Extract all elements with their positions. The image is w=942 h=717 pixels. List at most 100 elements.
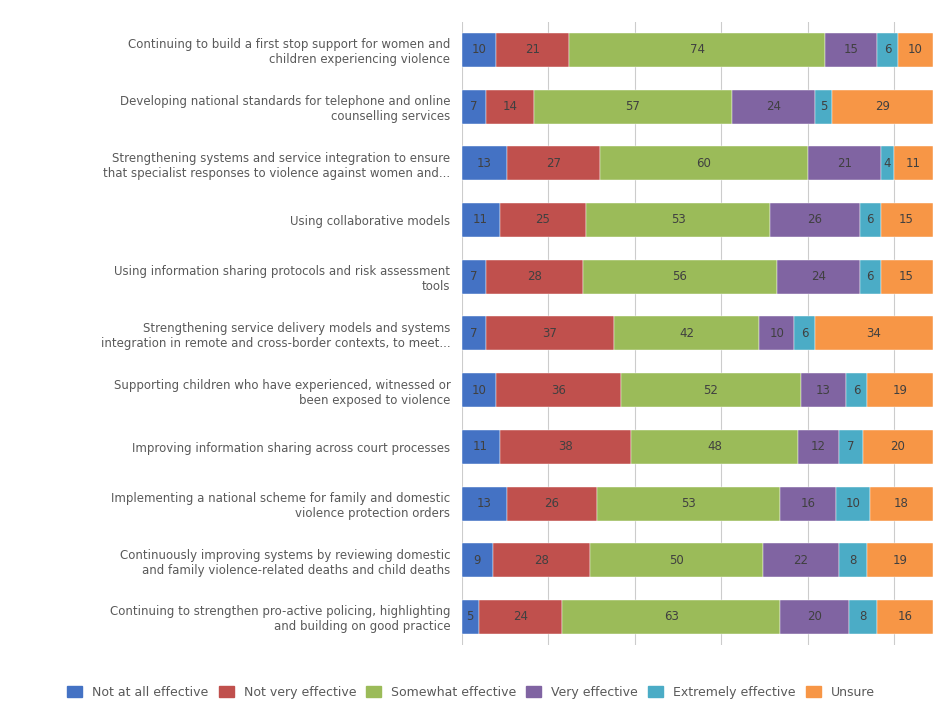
Bar bbox=[462, 260, 486, 294]
Bar bbox=[590, 543, 763, 577]
Text: 56: 56 bbox=[673, 270, 688, 283]
Bar bbox=[794, 316, 815, 351]
Bar bbox=[839, 543, 867, 577]
Bar bbox=[870, 487, 933, 521]
Bar bbox=[867, 543, 933, 577]
Text: 6: 6 bbox=[853, 384, 860, 397]
Text: 12: 12 bbox=[811, 440, 826, 453]
Text: 6: 6 bbox=[884, 43, 891, 57]
Bar bbox=[808, 146, 881, 180]
Text: 52: 52 bbox=[704, 384, 719, 397]
Bar bbox=[770, 203, 860, 237]
Text: 24: 24 bbox=[513, 610, 528, 624]
Text: 18: 18 bbox=[894, 497, 909, 510]
Bar bbox=[486, 316, 614, 351]
Bar bbox=[839, 429, 863, 464]
Text: 4: 4 bbox=[884, 157, 891, 170]
Bar bbox=[860, 203, 881, 237]
Text: 15: 15 bbox=[844, 43, 858, 57]
Text: 26: 26 bbox=[807, 214, 822, 227]
Text: 28: 28 bbox=[527, 270, 542, 283]
Text: 6: 6 bbox=[801, 327, 808, 340]
Text: 29: 29 bbox=[875, 100, 890, 113]
Text: 10: 10 bbox=[770, 327, 784, 340]
Bar bbox=[732, 90, 815, 123]
Text: 24: 24 bbox=[811, 270, 826, 283]
Bar bbox=[462, 33, 496, 67]
Text: 48: 48 bbox=[706, 440, 722, 453]
Text: 50: 50 bbox=[669, 554, 684, 566]
Text: 5: 5 bbox=[820, 100, 827, 113]
Text: 15: 15 bbox=[900, 214, 914, 227]
Text: 6: 6 bbox=[867, 214, 874, 227]
Bar bbox=[486, 90, 534, 123]
Bar bbox=[462, 146, 507, 180]
Text: 13: 13 bbox=[477, 157, 492, 170]
Bar bbox=[486, 260, 583, 294]
Text: 36: 36 bbox=[551, 384, 566, 397]
Bar bbox=[583, 260, 777, 294]
Text: 28: 28 bbox=[534, 554, 548, 566]
Bar bbox=[780, 487, 836, 521]
Bar bbox=[596, 487, 780, 521]
Bar bbox=[780, 600, 850, 634]
Text: 11: 11 bbox=[473, 214, 488, 227]
Bar bbox=[832, 90, 933, 123]
Bar bbox=[815, 316, 933, 351]
Bar bbox=[499, 203, 586, 237]
Bar bbox=[600, 146, 808, 180]
Bar bbox=[801, 373, 846, 407]
Bar bbox=[462, 600, 479, 634]
Bar bbox=[621, 373, 801, 407]
Bar bbox=[507, 146, 600, 180]
Bar bbox=[877, 600, 933, 634]
Text: 22: 22 bbox=[793, 554, 808, 566]
Bar bbox=[614, 316, 759, 351]
Bar bbox=[763, 543, 839, 577]
Bar bbox=[881, 260, 933, 294]
Bar bbox=[462, 373, 496, 407]
Bar bbox=[562, 600, 780, 634]
Text: 60: 60 bbox=[696, 157, 711, 170]
Text: 38: 38 bbox=[558, 440, 573, 453]
Text: 19: 19 bbox=[892, 384, 907, 397]
Text: 13: 13 bbox=[477, 497, 492, 510]
Bar bbox=[867, 373, 933, 407]
Bar bbox=[898, 33, 933, 67]
Text: 25: 25 bbox=[536, 214, 550, 227]
Bar bbox=[462, 90, 486, 123]
Text: 11: 11 bbox=[473, 440, 488, 453]
Text: 15: 15 bbox=[900, 270, 914, 283]
Text: 26: 26 bbox=[544, 497, 560, 510]
Text: 21: 21 bbox=[525, 43, 540, 57]
Text: 21: 21 bbox=[836, 157, 852, 170]
Text: 34: 34 bbox=[867, 327, 881, 340]
Bar bbox=[534, 90, 732, 123]
Text: 5: 5 bbox=[466, 610, 474, 624]
Bar bbox=[496, 373, 621, 407]
Text: 9: 9 bbox=[474, 554, 481, 566]
Bar bbox=[850, 600, 877, 634]
Bar bbox=[836, 487, 870, 521]
Bar bbox=[881, 146, 895, 180]
Text: 10: 10 bbox=[908, 43, 923, 57]
Text: 10: 10 bbox=[846, 497, 860, 510]
Bar bbox=[493, 543, 590, 577]
Text: 13: 13 bbox=[816, 384, 831, 397]
Bar bbox=[815, 90, 832, 123]
Text: 7: 7 bbox=[470, 270, 478, 283]
Bar bbox=[825, 33, 877, 67]
Bar bbox=[881, 203, 933, 237]
Legend: Not at all effective, Not very effective, Somewhat effective, Very effective, Ex: Not at all effective, Not very effective… bbox=[62, 680, 880, 703]
Bar bbox=[860, 260, 881, 294]
Text: 53: 53 bbox=[671, 214, 686, 227]
Text: 19: 19 bbox=[892, 554, 907, 566]
Text: 10: 10 bbox=[471, 43, 486, 57]
Bar bbox=[798, 429, 839, 464]
Bar bbox=[877, 33, 898, 67]
Text: 27: 27 bbox=[545, 157, 560, 170]
Text: 53: 53 bbox=[681, 497, 696, 510]
Bar bbox=[863, 429, 933, 464]
Bar bbox=[462, 487, 507, 521]
Bar bbox=[462, 429, 499, 464]
